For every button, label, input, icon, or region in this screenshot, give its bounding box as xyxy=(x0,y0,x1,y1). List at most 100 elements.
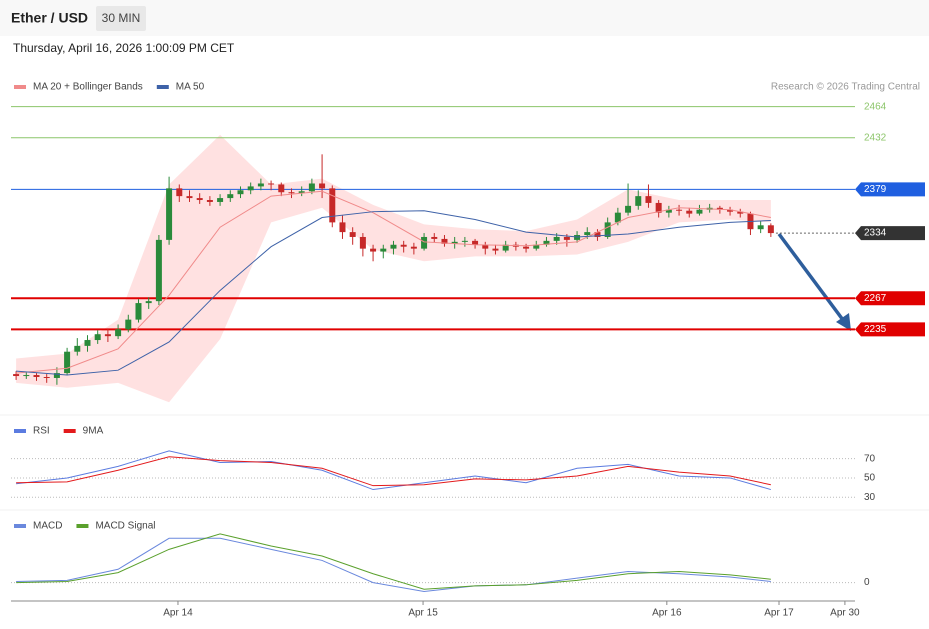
y-tick-label: 70 xyxy=(864,453,876,464)
candle-body xyxy=(319,183,326,189)
legend-swatch xyxy=(14,429,26,433)
level-badge xyxy=(855,291,925,306)
series-line xyxy=(16,533,771,590)
level-label: 2235 xyxy=(864,324,887,335)
level-label: 2379 xyxy=(864,184,887,195)
level-badge xyxy=(855,322,925,337)
candle-body xyxy=(533,244,540,249)
candle-body xyxy=(370,248,377,252)
candle-body xyxy=(461,240,468,242)
candle-body xyxy=(115,329,122,337)
x-tick-label: Apr 15 xyxy=(408,608,438,619)
level-label: 2267 xyxy=(864,293,887,304)
candle-body xyxy=(492,248,499,251)
candle-body xyxy=(268,183,275,185)
candle-body xyxy=(767,225,774,234)
candle-body xyxy=(257,183,264,187)
forecast-arrow xyxy=(777,232,848,326)
candle-body xyxy=(757,225,764,230)
candle-body xyxy=(645,196,652,203)
candle-body xyxy=(288,192,295,194)
forecast-arrowhead xyxy=(836,313,851,331)
candle-body xyxy=(716,207,723,210)
candle-body xyxy=(594,232,601,237)
candle-body xyxy=(23,375,30,377)
candle-body xyxy=(33,375,40,377)
interval: 30 MIN xyxy=(102,11,141,25)
candle-body xyxy=(410,246,417,249)
level-label: 2432 xyxy=(864,132,887,143)
credit: Research © 2026 Trading Central xyxy=(771,82,920,93)
series-line xyxy=(16,190,771,374)
candle-body xyxy=(676,209,683,211)
level-badge xyxy=(855,226,925,241)
candle-body xyxy=(472,240,479,245)
legend-swatch xyxy=(76,524,89,528)
candle-body xyxy=(166,188,173,240)
interval-badge xyxy=(96,6,146,31)
candle-body xyxy=(13,374,20,377)
header-bar xyxy=(0,0,929,36)
series-line xyxy=(16,210,771,376)
legend-swatch xyxy=(156,85,169,89)
candle-body xyxy=(502,244,509,251)
x-tick-label: Apr 30 xyxy=(830,608,860,619)
candle-body xyxy=(227,194,234,199)
candle-body xyxy=(278,184,285,193)
candle-body xyxy=(686,210,693,214)
y-tick-label: 50 xyxy=(864,473,876,484)
legend-label: MACD Signal xyxy=(95,521,155,532)
candle-body xyxy=(604,222,611,237)
candle-body xyxy=(553,236,560,241)
y-tick-label: 0 xyxy=(864,577,870,588)
candle-body xyxy=(614,212,621,223)
candle-body xyxy=(584,232,591,236)
legend-label: RSI xyxy=(33,426,50,437)
candle-body xyxy=(665,209,672,213)
legend-swatch xyxy=(14,524,26,528)
candle-body xyxy=(482,244,489,249)
level-badge xyxy=(855,182,925,197)
candle-body xyxy=(94,334,101,341)
candle-body xyxy=(635,196,642,206)
candle-body xyxy=(84,340,91,346)
y-tick-label: 30 xyxy=(864,492,876,503)
candle-body xyxy=(390,244,397,249)
candle-body xyxy=(339,222,346,233)
candle-body xyxy=(237,190,244,195)
candle-body xyxy=(431,236,438,239)
level-label: 2464 xyxy=(864,101,887,112)
candle-body xyxy=(247,186,254,191)
candle-body xyxy=(737,211,744,214)
candle-body xyxy=(298,191,305,194)
candle-body xyxy=(625,205,632,213)
legend-label: 9MA xyxy=(83,426,104,437)
candle-body xyxy=(451,241,458,244)
legend-label: MA 50 xyxy=(176,82,205,93)
candle-body xyxy=(145,301,152,304)
candle-body xyxy=(53,373,60,378)
legend-label: MACD xyxy=(33,521,62,532)
candle-body xyxy=(155,239,162,302)
x-tick-label: Apr 17 xyxy=(764,608,794,619)
candle-body xyxy=(308,183,315,192)
candle-body xyxy=(727,209,734,212)
legend-swatch xyxy=(63,429,76,433)
candle-body xyxy=(523,246,530,249)
candle-body xyxy=(655,202,662,213)
candle-body xyxy=(176,188,183,197)
candle-body xyxy=(217,198,224,202)
candle-body xyxy=(206,200,213,202)
candle-body xyxy=(349,232,356,237)
candle-body xyxy=(543,240,550,245)
candle-body xyxy=(400,244,407,247)
symbol: Ether / USD xyxy=(11,10,88,26)
candle-body xyxy=(125,319,132,330)
candle-body xyxy=(380,248,387,252)
bollinger-band xyxy=(16,134,771,403)
x-tick-label: Apr 16 xyxy=(652,608,682,619)
candle-body xyxy=(104,334,111,337)
level-label: 2334 xyxy=(864,228,887,239)
candle-body xyxy=(135,303,142,320)
candle-body xyxy=(186,196,193,199)
